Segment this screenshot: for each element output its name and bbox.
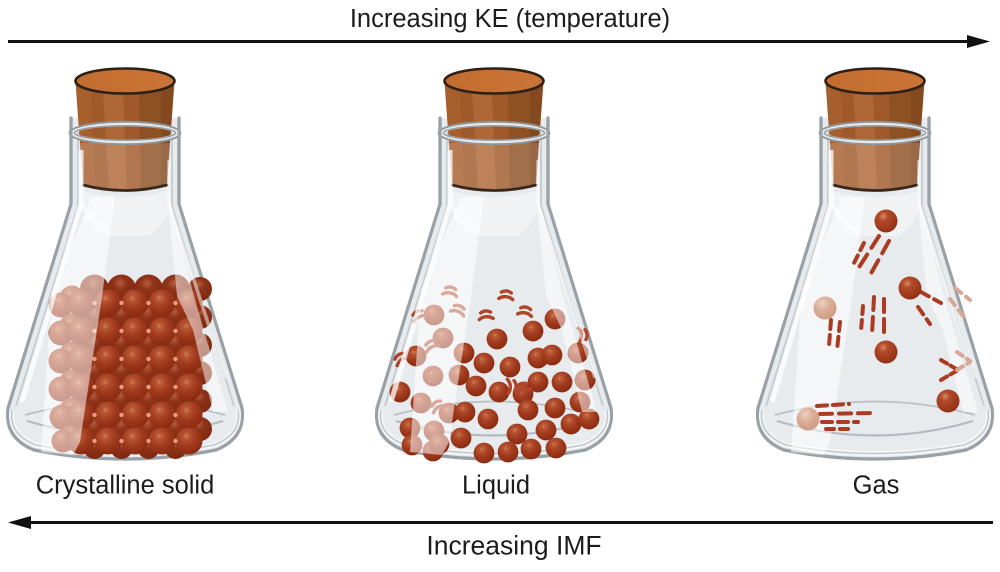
- svg-text:Liquid: Liquid: [462, 472, 530, 500]
- svg-text:Increasing IMF: Increasing IMF: [426, 531, 601, 561]
- svg-text:Increasing KE (temperature): Increasing KE (temperature): [350, 5, 670, 33]
- svg-text:Gas: Gas: [853, 472, 900, 500]
- svg-text:Crystalline solid: Crystalline solid: [36, 472, 215, 500]
